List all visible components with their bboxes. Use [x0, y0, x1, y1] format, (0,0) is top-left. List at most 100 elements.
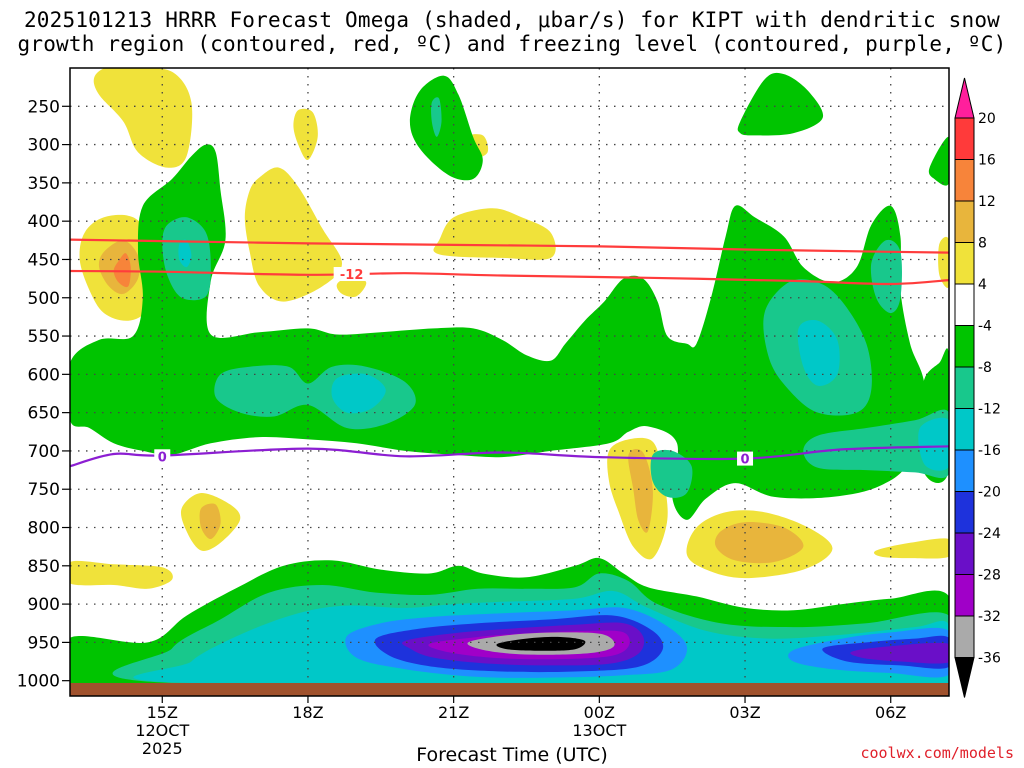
omega-region-27: [178, 239, 192, 268]
colorbar-label-4: 4: [978, 277, 987, 293]
colorbar: 20 16 12 8 4 -4 -8 -12 -16 -20 -24 -28 -32 -36: [954, 77, 1001, 698]
y-tick-label-600: 600: [28, 365, 60, 385]
contour-line-1: [70, 269, 949, 286]
x-tick-label-00Z-1: 13OCT: [572, 721, 626, 740]
y-tick-label-250: 250: [28, 97, 60, 117]
credit-link[interactable]: coolwx.com/models: [860, 744, 1014, 762]
colorbar-swatch-3: [954, 200, 975, 243]
x-tick-label-21Z-0: 21Z: [438, 703, 469, 722]
omega-region-44: [850, 642, 949, 664]
colorbar-label-2: 12: [978, 194, 996, 210]
omega-region-12: [199, 503, 221, 540]
colorbar-label-7: -12: [978, 402, 1001, 418]
omega-region-18: [874, 538, 949, 559]
omega-region-31: [797, 320, 840, 387]
colorbar-swatch-2: [954, 159, 975, 202]
x-tick-label-03Z-0: 03Z: [729, 703, 760, 722]
y-tick-label-650: 650: [28, 404, 60, 424]
colorbar-label-5: -4: [978, 319, 992, 335]
contour-label-bg-1-0: [333, 267, 370, 282]
grid: [70, 68, 949, 683]
colorbar-label-12: -32: [978, 609, 1001, 625]
omega-region-22: [928, 136, 949, 186]
x-tick-label-15Z-1: 12OCT: [135, 721, 189, 740]
colorbar-swatch-4: [954, 242, 975, 285]
omega-region-32: [870, 239, 902, 314]
contour-label-2-1: 0: [741, 453, 750, 468]
colorbar-swatch-10: [954, 491, 975, 534]
colorbar-swatch-6: [954, 325, 975, 368]
colorbar-swatch-5: [954, 283, 975, 326]
colorbar-swatch-1: [954, 117, 975, 160]
colorbar-label-1: 16: [978, 153, 996, 169]
omega-region-20: [431, 97, 442, 137]
y-tick-label-450: 450: [28, 250, 60, 270]
omega-region-4: [433, 208, 556, 260]
x-tick-label-18Z-0: 18Z: [292, 703, 323, 722]
omega-region-3: [244, 167, 342, 302]
colorbar-bottom-arrow: [954, 657, 975, 698]
omega-region-24: [70, 144, 925, 520]
colorbar-swatch-13: [954, 615, 975, 658]
y-tick-label-750: 750: [28, 480, 60, 500]
y-tick-label-350: 350: [28, 174, 60, 194]
colorbar-swatch-12: [954, 574, 975, 617]
omega-region-25: [529, 378, 566, 430]
omega-shading: [70, 68, 949, 696]
colorbar-label-11: -28: [978, 568, 1001, 584]
y-axis: 250 300 350 400 450 500 550 600 650 700 750 800 850 9…: [17, 97, 70, 692]
x-tick-label-15Z-2: 2025: [142, 739, 183, 758]
colorbar-swatch-9: [954, 449, 975, 492]
omega-region-34: [918, 417, 949, 471]
omega-region-0: [93, 68, 193, 168]
omega-region-17: [714, 522, 804, 564]
colorbar-swatch-8: [954, 408, 975, 451]
y-tick-label-500: 500: [28, 289, 60, 309]
omega-region-33: [803, 409, 949, 478]
colorbar-label-10: -24: [978, 526, 1001, 542]
contour-lines: -12 0 0: [70, 238, 949, 468]
plot-frame: [69, 67, 950, 697]
colorbar-label-0: 20: [978, 111, 996, 127]
colorbar-top-arrow: [954, 77, 975, 119]
y-tick-label-900: 900: [28, 595, 60, 615]
y-tick-label-400: 400: [28, 212, 60, 232]
colorbar-label-6: -8: [978, 360, 992, 376]
x-tick-label-15Z-0: 15Z: [147, 703, 178, 722]
contour-label-2-0: 0: [158, 450, 167, 465]
omega-region-5: [336, 276, 367, 297]
colorbar-label-13: -36: [978, 651, 1001, 667]
contour-label-bg-2-0: [154, 449, 171, 464]
y-tick-label-850: 850: [28, 557, 60, 577]
x-tick-label-06Z-0: 06Z: [875, 703, 906, 722]
chart-title-line-1: 2025101213 HRRR Forecast Omega (shaded, …: [23, 8, 1001, 32]
colorbar-swatch-7: [954, 366, 975, 409]
colorbar-label-3: 8: [978, 236, 987, 252]
y-tick-label-300: 300: [28, 136, 60, 156]
omega-region-21: [737, 72, 824, 136]
contour-label-1-0: -12: [340, 268, 364, 283]
y-tick-label-700: 700: [28, 442, 60, 462]
omega-region-47: [496, 636, 586, 651]
y-tick-label-550: 550: [28, 327, 60, 347]
omega-region-7: [938, 236, 949, 288]
omega-region-13: [70, 560, 173, 589]
colorbar-label-8: -16: [978, 443, 1001, 459]
x-axis-label: Forecast Time (UTC): [416, 744, 608, 766]
contour-line-0: [70, 238, 949, 254]
colorbar-label-9: -20: [978, 485, 1001, 501]
y-tick-label-950: 950: [28, 633, 60, 653]
x-tick-label-00Z-0: 00Z: [584, 703, 615, 722]
y-tick-label-800: 800: [28, 519, 60, 539]
chart-title-line-2: growth region (contoured, red, ºC) and f…: [17, 32, 1007, 56]
ground-surface: [70, 682, 949, 696]
omega-region-1: [293, 108, 318, 161]
y-tick-label-1000: 1000: [17, 672, 60, 692]
omega-region-35: [650, 449, 693, 498]
omega-region-15: [628, 449, 653, 533]
omega-region-10: [113, 253, 131, 288]
omega-region-29: [331, 373, 386, 414]
contour-label-bg-2-1: [737, 451, 754, 466]
